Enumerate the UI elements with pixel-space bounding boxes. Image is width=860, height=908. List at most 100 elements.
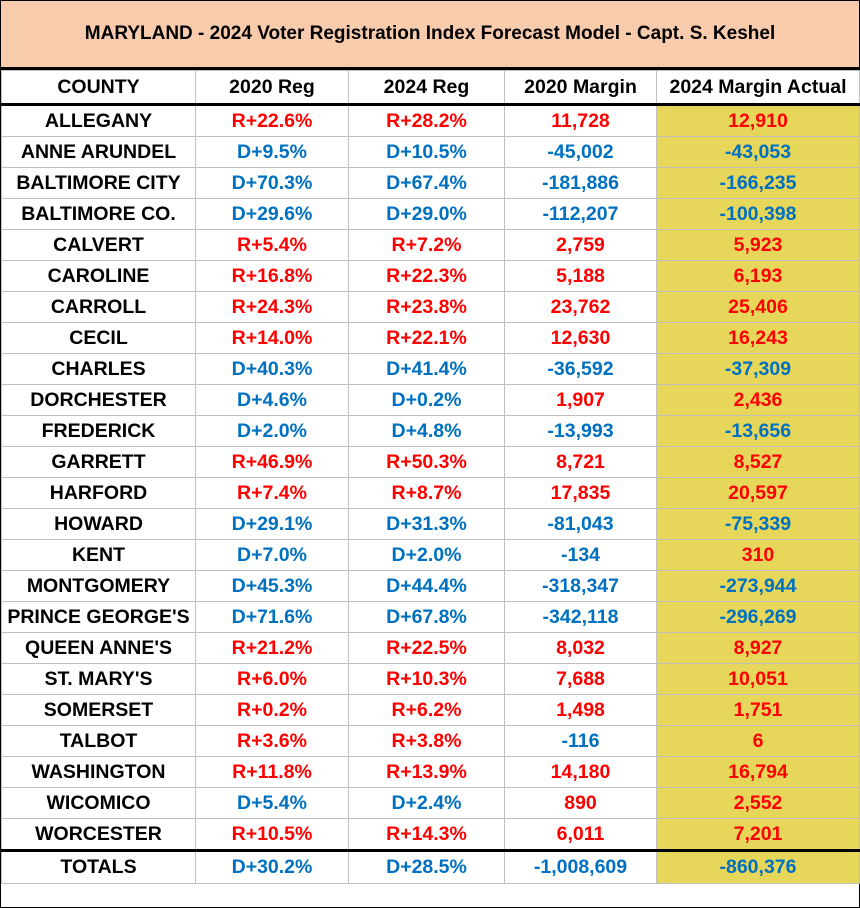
table-body: ALLEGANY R+22.6% R+28.2% 11,728 12,910 ANNE A… [1,104,860,884]
table-row: HOWARD D+29.1% D+31.3% -81,043 -75,339 [1,508,860,540]
table-row: FREDERICK D+2.0% D+4.8% -13,993 -13,656 [1,415,860,447]
reg-2024-cell: R+28.2% [348,104,505,137]
margin-2024-cell: -273,944 [656,570,860,602]
table-row: ALLEGANY R+22.6% R+28.2% 11,728 12,910 [1,104,860,137]
margin-2024-cell: 8,927 [656,632,860,664]
margin-2024-cell: 1,751 [656,694,860,726]
reg-2024-cell: D+10.5% [348,136,505,168]
table-row: BALTIMORE CO. D+29.6% D+29.0% -112,207 -100,… [1,198,860,230]
table-row: TALBOT R+3.6% R+3.8% -116 6 [1,725,860,757]
county-cell: CHARLES [1,353,196,385]
margin-2020-cell: -342,118 [504,601,657,633]
table-row: WORCESTER R+10.5% R+14.3% 6,011 7,201 [1,818,860,851]
reg-2024-cell: R+7.2% [348,229,505,261]
reg-2020-cell: R+46.9% [195,446,349,478]
reg-2020-cell: R+6.0% [195,663,349,695]
header-county: COUNTY [1,70,196,106]
table-row: ST. MARY'S R+6.0% R+10.3% 7,688 10,051 [1,663,860,695]
reg-2024-cell: D+31.3% [348,508,505,540]
reg-2024-cell: D+67.8% [348,601,505,633]
table-row: BALTIMORE CITY D+70.3% D+67.4% -181,886 -166… [1,167,860,199]
margin-2024-cell: -43,053 [656,136,860,168]
margin-2020-cell: -45,002 [504,136,657,168]
margin-2020-cell: -116 [504,725,657,757]
margin-2024-cell: 2,552 [656,787,860,819]
table-row: MONTGOMERY D+45.3% D+44.4% -318,347 -273,944 [1,570,860,602]
margin-2020-cell: -36,592 [504,353,657,385]
header-2020-reg: 2020 Reg [195,70,349,106]
county-cell: WORCESTER [1,818,196,851]
county-cell: BALTIMORE CITY [1,167,196,199]
reg-2024-cell: R+8.7% [348,477,505,509]
header-2024-margin-actual: 2024 Margin Actual [656,70,860,106]
voter-registration-table: COUNTY 2020 Reg 2024 Reg 2020 Margin 202… [1,70,860,884]
margin-2020-cell: -112,207 [504,198,657,230]
header-2020-margin: 2020 Margin [504,70,657,106]
county-cell: HOWARD [1,508,196,540]
county-cell: TALBOT [1,725,196,757]
reg-2020-cell: D+70.3% [195,167,349,199]
reg-2020-cell: D+4.6% [195,384,349,416]
reg-2020-cell: R+7.4% [195,477,349,509]
county-cell: CARROLL [1,291,196,323]
margin-2020-cell: -181,886 [504,167,657,199]
reg-2020-cell: R+16.8% [195,260,349,292]
table-row: KENT D+7.0% D+2.0% -134 310 [1,539,860,571]
reg-2024-cell: D+67.4% [348,167,505,199]
margin-2024-cell: 5,923 [656,229,860,261]
reg-2020-cell: R+22.6% [195,104,349,137]
county-cell: PRINCE GEORGE'S [1,601,196,633]
margin-2024-cell: -75,339 [656,508,860,540]
margin-2024-cell: 20,597 [656,477,860,509]
margin-2024-cell: -100,398 [656,198,860,230]
table-row: CAROLINE R+16.8% R+22.3% 5,188 6,193 [1,260,860,292]
reg-2020-cell: D+9.5% [195,136,349,168]
margin-2024-cell: -296,269 [656,601,860,633]
reg-2024-cell: R+6.2% [348,694,505,726]
reg-2020-cell: R+14.0% [195,322,349,354]
table-row: CECIL R+14.0% R+22.1% 12,630 16,243 [1,322,860,354]
reg-2020-cell: R+21.2% [195,632,349,664]
table-row: SOMERSET R+0.2% R+6.2% 1,498 1,751 [1,694,860,726]
margin-2020-cell: 1,907 [504,384,657,416]
margin-2020-cell: -13,993 [504,415,657,447]
reg-2024-cell: D+0.2% [348,384,505,416]
page-title: MARYLAND - 2024 Voter Registration Index… [1,1,859,70]
reg-2024-cell: R+22.3% [348,260,505,292]
reg-2020-cell: D+5.4% [195,787,349,819]
table-row: HARFORD R+7.4% R+8.7% 17,835 20,597 [1,477,860,509]
table-row: CARROLL R+24.3% R+23.8% 23,762 25,406 [1,291,860,323]
county-cell: DORCHESTER [1,384,196,416]
reg-2020-cell: D+29.6% [195,198,349,230]
reg-2020-cell: R+3.6% [195,725,349,757]
margin-2020-cell: 8,032 [504,632,657,664]
reg-2020-cell: D+71.6% [195,601,349,633]
margin-2024-cell: 8,527 [656,446,860,478]
county-cell: WICOMICO [1,787,196,819]
margin-2024-cell: 25,406 [656,291,860,323]
margin-2020-cell: 11,728 [504,104,657,137]
margin-2024-cell: 16,243 [656,322,860,354]
margin-2024-cell: -860,376 [656,849,860,884]
reg-2024-cell: D+29.0% [348,198,505,230]
margin-2020-cell: 12,630 [504,322,657,354]
county-cell: ANNE ARUNDEL [1,136,196,168]
table-row: PRINCE GEORGE'S D+71.6% D+67.8% -342,118 -29… [1,601,860,633]
margin-2024-cell: -166,235 [656,167,860,199]
margin-2024-cell: 6,193 [656,260,860,292]
margin-2024-cell: 6 [656,725,860,757]
margin-2020-cell: -318,347 [504,570,657,602]
reg-2024-cell: D+44.4% [348,570,505,602]
margin-2024-cell: -37,309 [656,353,860,385]
margin-2024-cell: 16,794 [656,756,860,788]
reg-2020-cell: R+11.8% [195,756,349,788]
reg-2020-cell: R+10.5% [195,818,349,851]
county-cell: ALLEGANY [1,104,196,137]
county-cell: KENT [1,539,196,571]
county-cell: SOMERSET [1,694,196,726]
reg-2020-cell: D+2.0% [195,415,349,447]
margin-2020-cell: 8,721 [504,446,657,478]
reg-2020-cell: R+24.3% [195,291,349,323]
reg-2024-cell: R+10.3% [348,663,505,695]
